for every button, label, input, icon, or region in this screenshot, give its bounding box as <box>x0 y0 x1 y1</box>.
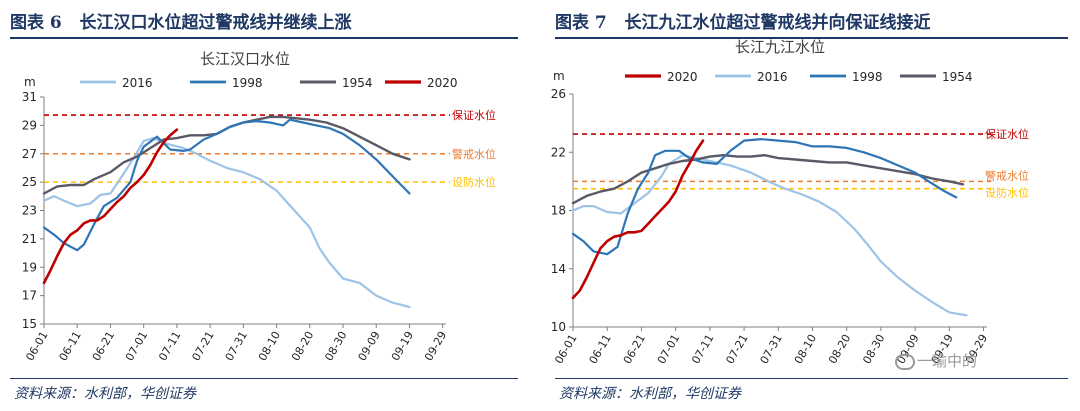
x-tick-label: 07-21 <box>723 332 750 366</box>
reference-label-0: 保证水位 <box>985 127 1029 141</box>
figure-caption: 长江汉口水位超过警戒线并继续上涨 <box>79 13 352 33</box>
legend-label-2016: 2016 <box>122 76 153 90</box>
x-tick-label: 07-11 <box>689 332 716 366</box>
y-axis-unit: m <box>553 69 565 83</box>
y-tick-label: 10 <box>551 320 566 334</box>
figure-label: 图表 6 <box>10 13 62 33</box>
x-tick-label: 07-01 <box>123 329 150 363</box>
x-tick-label: 07-31 <box>758 332 785 366</box>
legend-label-2016: 2016 <box>757 70 788 84</box>
series-line-2020 <box>571 139 705 300</box>
series-line-1998 <box>571 138 958 256</box>
figure-title: 图表 6 长江汉口水位超过警戒线并继续上涨 <box>10 8 352 33</box>
x-tick-label: 08-10 <box>792 332 819 366</box>
x-tick-label: 07-01 <box>655 332 682 366</box>
title-divider <box>555 37 1068 39</box>
y-tick-label: 15 <box>22 317 37 331</box>
title-divider <box>10 37 518 39</box>
x-tick-label: 06-21 <box>621 332 648 366</box>
figure-panel-jiujiang: 图表 7 长江九江水位超过警戒线并向保证线接近 长江九江水位 m 2020 2016 1… <box>545 0 1080 411</box>
y-tick-label: 26 <box>551 87 566 101</box>
figure-label: 图表 7 <box>555 13 607 33</box>
watermark-text: 一瑜中的 <box>917 352 978 370</box>
source-note: 资料来源：水利部，华创证券 <box>14 386 196 402</box>
chart-title: 长江九江水位 <box>735 38 825 56</box>
y-tick-label: 31 <box>22 90 37 104</box>
y-tick-label: 14 <box>551 262 566 276</box>
series-line-1998 <box>42 118 411 252</box>
x-tick-label: 06-11 <box>587 332 614 366</box>
x-tick-label: 08-10 <box>256 329 283 363</box>
series-line-2016 <box>42 137 411 309</box>
wechat-icon <box>895 353 915 370</box>
x-tick-label: 08-20 <box>826 332 853 366</box>
legend-label-1954: 1954 <box>942 70 973 84</box>
figure-caption: 长江九江水位超过警戒线并向保证线接近 <box>624 13 931 33</box>
x-tick-label: 06-21 <box>90 329 117 363</box>
y-tick-label: 23 <box>22 204 37 218</box>
x-tick-label: 09-19 <box>389 329 416 363</box>
y-tick-label: 18 <box>551 204 566 218</box>
hankou-water-level-chart: 长江汉口水位 m 2016 1998 1954 2020 15 17 19 21 23 25 27 29 3… <box>22 50 496 363</box>
x-tick-label: 09-29 <box>422 329 449 363</box>
legend-label-2020: 2020 <box>667 70 698 84</box>
source-note: 资料来源：水利部，华创证券 <box>559 386 741 402</box>
series-line-1954 <box>571 154 965 205</box>
y-tick-label: 29 <box>22 118 37 132</box>
y-tick-label: 19 <box>22 260 37 274</box>
y-tick-label: 22 <box>551 145 566 159</box>
x-tick-label: 07-31 <box>223 329 250 363</box>
y-tick-label: 21 <box>22 232 37 246</box>
x-tick-label: 09-09 <box>356 329 383 363</box>
y-tick-label: 27 <box>22 147 37 161</box>
x-tick-label: 06-11 <box>57 329 84 363</box>
legend-label-1998: 1998 <box>232 76 263 90</box>
x-tick-label: 08-30 <box>860 332 887 366</box>
legend-label-2020: 2020 <box>427 76 458 90</box>
x-tick-label: 08-30 <box>322 329 349 363</box>
source-divider <box>10 378 518 379</box>
x-tick-label: 06-01 <box>23 329 50 363</box>
x-tick-label: 08-20 <box>289 329 316 363</box>
x-tick-label: 06-01 <box>552 332 579 366</box>
chart-title: 长江汉口水位 <box>200 50 290 68</box>
figure-title: 图表 7 长江九江水位超过警戒线并向保证线接近 <box>555 8 931 33</box>
x-tick-label: 07-11 <box>156 329 183 363</box>
reference-label-0: 保证水位 <box>452 108 496 122</box>
series-line-2016 <box>571 154 968 317</box>
series-line-2020 <box>42 128 179 285</box>
figure-panel-hankou: 图表 6 长江汉口水位超过警戒线并继续上涨 长江汉口水位 m 2016 1998 195… <box>0 0 530 411</box>
reference-label-1: 警戒水位 <box>452 147 496 161</box>
reference-label-2: 设防水位 <box>452 175 496 189</box>
y-axis-unit: m <box>24 75 36 89</box>
legend-label-1998: 1998 <box>852 70 883 84</box>
source-divider <box>555 378 1068 379</box>
y-tick-label: 17 <box>22 289 37 303</box>
jiujiang-water-level-chart: 长江九江水位 m 2020 2016 1998 1954 10 14 18 22 26 06-01 06… <box>551 38 1029 366</box>
reference-label-2: 设防水位 <box>985 186 1029 200</box>
x-tick-label: 07-21 <box>189 329 216 363</box>
watermark: 一瑜中的 <box>895 350 977 371</box>
y-tick-label: 25 <box>22 175 37 189</box>
reference-label-1: 警戒水位 <box>985 168 1029 182</box>
legend-label-1954: 1954 <box>342 76 373 90</box>
